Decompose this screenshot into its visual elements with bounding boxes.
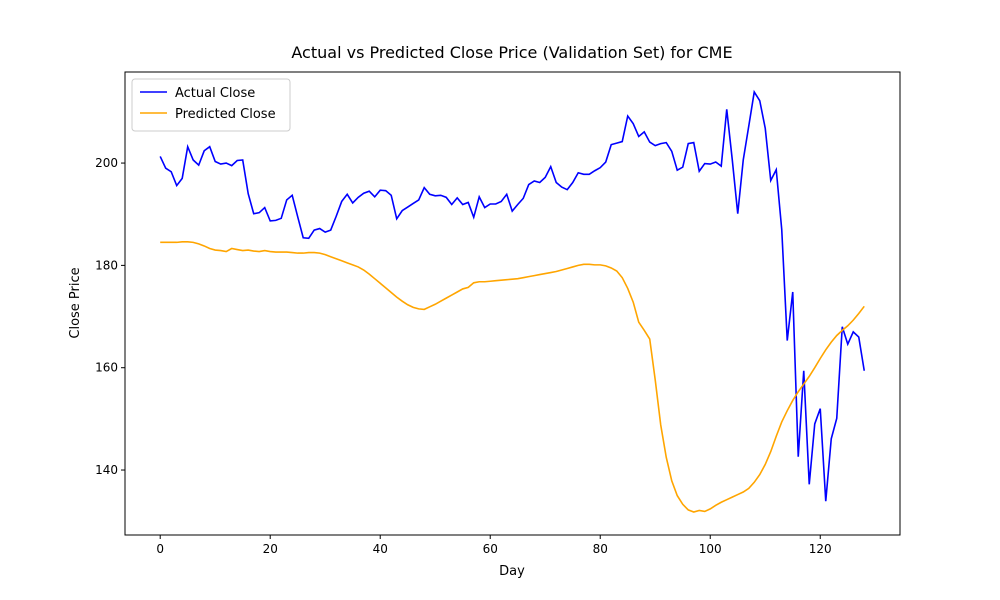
x-tick-label: 60 xyxy=(483,542,498,556)
legend-label: Actual Close xyxy=(175,86,255,101)
x-tick-label: 20 xyxy=(263,542,278,556)
legend-box xyxy=(131,78,291,132)
plot-frame xyxy=(124,71,901,536)
x-tick-label: 120 xyxy=(809,542,832,556)
y-tick-label: 200 xyxy=(95,156,118,170)
legend-label: Predicted Close xyxy=(175,107,276,122)
x-tick-label: 80 xyxy=(593,542,608,556)
y-tick-label: 140 xyxy=(95,463,118,477)
y-tick-label: 160 xyxy=(95,361,118,375)
y-axis-label: Close Price xyxy=(68,267,83,338)
y-tick-label: 180 xyxy=(95,258,118,272)
x-tick-label: 100 xyxy=(699,542,722,556)
x-tick-label: 40 xyxy=(373,542,388,556)
x-tick-label: 0 xyxy=(156,542,164,556)
series-line xyxy=(159,89,866,502)
series-line xyxy=(160,241,865,513)
chart-title: Actual vs Predicted Close Price (Validat… xyxy=(291,43,732,62)
x-axis-label: Day xyxy=(499,564,525,579)
